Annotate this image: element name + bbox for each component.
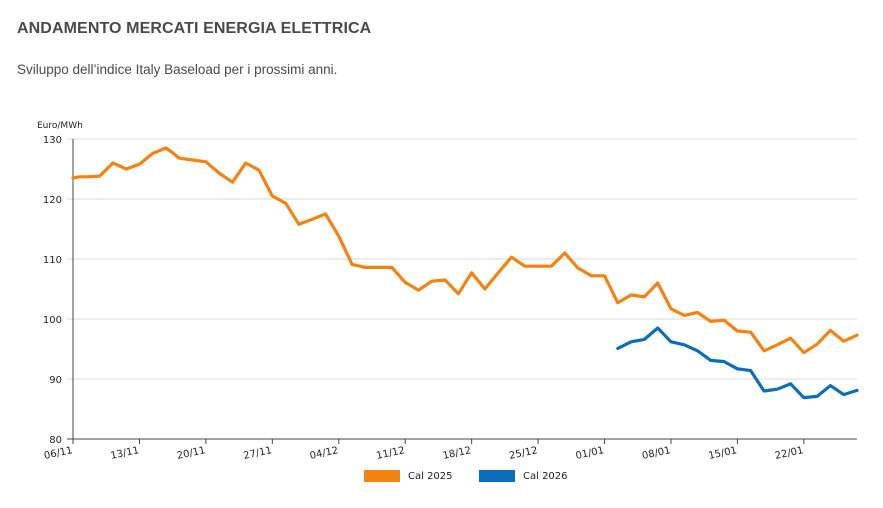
x-tick-label-0: 06/11 <box>43 445 73 462</box>
x-tick-label-10: 15/01 <box>708 445 738 462</box>
legend-label-cal-2026: Cal 2026 <box>523 470 568 482</box>
legend-item-cal-2025[interactable]: Cal 2025 <box>364 470 453 482</box>
series-line-cal-2025 <box>71 146 859 355</box>
x-tick-label-4: 04/12 <box>309 445 339 462</box>
y-tick-label-100: 100 <box>43 315 62 326</box>
legend-swatch-cal-2026 <box>479 470 515 482</box>
price-line-chart: 80 90 100 110 120 130 Euro/MWh 06/11 13/11 20/11 2… <box>37 121 859 462</box>
series-line-cal-2026 <box>616 326 859 400</box>
page-title: ANDAMENTO MERCATI ENERGIA ELETTRICA <box>17 20 372 37</box>
x-tick-label-6: 18/12 <box>442 445 472 462</box>
legend-swatch-cal-2025 <box>364 470 400 482</box>
x-tick-label-8: 01/01 <box>575 445 605 462</box>
legend-label-cal-2025: Cal 2025 <box>408 470 453 482</box>
x-tick-label-5: 11/12 <box>375 445 405 462</box>
x-tick-label-9: 08/01 <box>641 445 671 462</box>
y-tick-label-120: 120 <box>43 195 62 206</box>
x-tick-label-11: 22/01 <box>774 445 804 462</box>
y-tick-label-110: 110 <box>43 255 62 266</box>
page-subtitle: Sviluppo dell’indice Italy Baseload per … <box>17 62 338 77</box>
x-tick-label-3: 27/11 <box>242 445 272 462</box>
y-tick-label-90: 90 <box>49 375 62 386</box>
chart-legend: Cal 2025 Cal 2026 <box>0 470 883 494</box>
x-tick-label-2: 20/11 <box>176 445 206 462</box>
x-tick-label-7: 25/12 <box>508 445 538 462</box>
x-tick-label-1: 13/11 <box>110 445 140 462</box>
legend-item-cal-2026[interactable]: Cal 2026 <box>479 470 568 482</box>
y-tick-label-80: 80 <box>49 435 62 446</box>
y-tick-label-130: 130 <box>43 135 62 146</box>
y-axis-label: Euro/MWh <box>37 121 83 131</box>
